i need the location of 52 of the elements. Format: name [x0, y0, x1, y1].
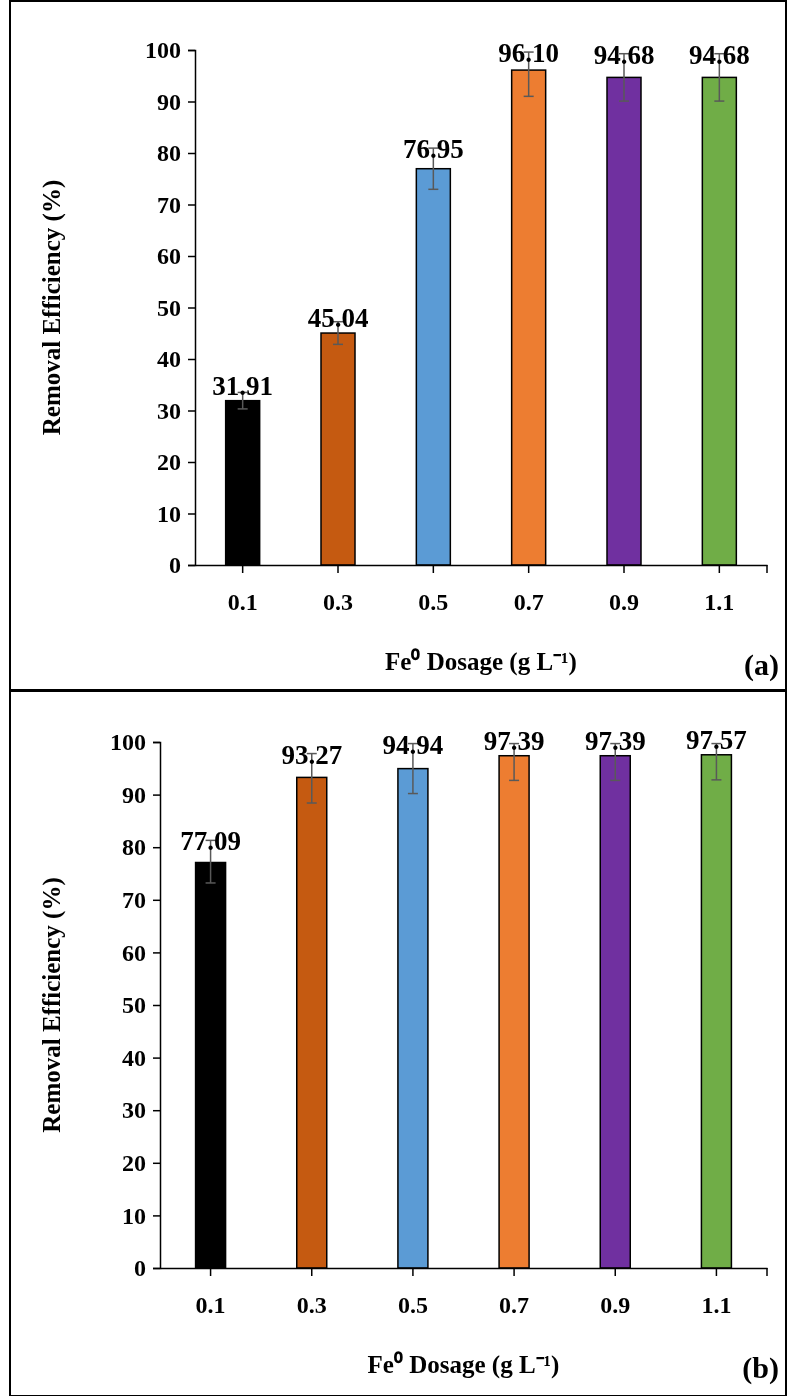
data-label: 94.68	[593, 39, 655, 70]
y-tick-label: 90	[122, 781, 146, 808]
y-tick-label: 80	[122, 834, 146, 861]
y-tick-label: 40	[157, 346, 181, 373]
x-tick-label: 0.1	[195, 1291, 226, 1318]
data-label: 97.39	[584, 725, 646, 756]
x-tick-label: 1.1	[701, 1291, 732, 1318]
y-tick-label: 70	[122, 886, 146, 913]
x-tick-label: 0.3	[296, 1291, 327, 1318]
data-label: 93.27	[281, 739, 343, 770]
y-tick-label: 40	[122, 1044, 146, 1071]
y-axis-title: Removal Efficiency (%)	[38, 877, 66, 1133]
y-tick-label: 80	[157, 140, 181, 167]
text: (a)	[744, 648, 779, 682]
y-tick-label: 60	[157, 243, 181, 270]
y-tick-label: 100	[145, 37, 181, 64]
x-tick-label: 0.7	[513, 588, 544, 615]
y-tick-label: 10	[157, 500, 181, 527]
x-tick-label: 0.5	[397, 1291, 428, 1318]
y-tick-label: 20	[122, 1149, 146, 1176]
x-tick-label: 0.7	[499, 1291, 530, 1318]
y-tick-label: 30	[157, 397, 181, 424]
x-tick-label: 0.9	[609, 588, 639, 615]
y-tick-label: 50	[157, 294, 181, 321]
x-tick-label: 0.1	[227, 588, 258, 615]
y-tick-label: 90	[157, 88, 181, 115]
data-label: 77.09	[180, 826, 241, 857]
x-axis-title: Fe⁰ Dosage (g L⁻¹)	[367, 1351, 560, 1379]
data-label: 96.10	[498, 38, 560, 69]
y-tick-label: 10	[122, 1202, 146, 1229]
y-tick-label: 20	[157, 449, 181, 476]
y-tick-label: 70	[157, 191, 181, 218]
data-label: 97.39	[483, 725, 545, 756]
y-tick-label: 30	[122, 1097, 146, 1124]
data-label: 94.94	[382, 729, 444, 760]
x-axis-title: Fe⁰ Dosage (g L⁻¹)	[385, 648, 577, 676]
data-label: 97.57	[686, 724, 747, 755]
data-label: 31.91	[212, 370, 274, 401]
y-tick-label: 100	[110, 729, 146, 756]
data-label: 45.04	[307, 303, 369, 334]
x-tick-label: 0.3	[323, 588, 353, 615]
y-axis-title: Removal Efficiency (%)	[38, 179, 66, 436]
data-label: 94.68	[688, 39, 750, 70]
x-tick-label: 0.9	[600, 1291, 631, 1318]
text: (b)	[742, 1351, 779, 1385]
y-tick-label: 0	[169, 552, 181, 579]
y-tick-label: 0	[134, 1255, 146, 1282]
y-tick-label: 50	[122, 992, 146, 1019]
data-label: 76.95	[402, 134, 464, 165]
x-tick-label: 1.1	[704, 588, 735, 615]
x-tick-label: 0.5	[418, 588, 449, 615]
y-tick-label: 60	[122, 939, 146, 966]
